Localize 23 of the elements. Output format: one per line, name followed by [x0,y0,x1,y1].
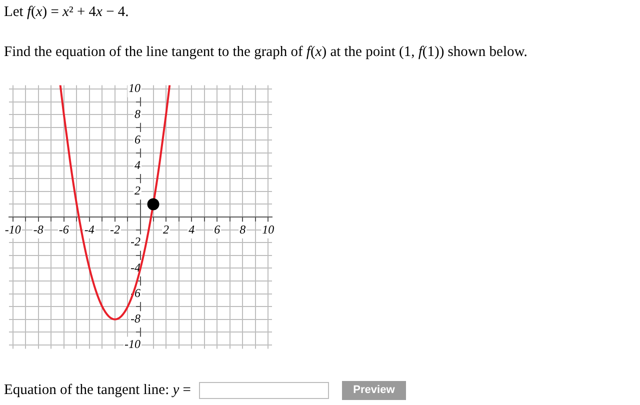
text: Preview [353,384,395,396]
y-tick-label: 10 [128,81,140,96]
y-tick-label: -2 [130,234,140,249]
chart-title: Let f(x) = x² + 4x − 4. [4,4,129,20]
y-tick-label: 8 [134,106,140,121]
y-tick-label: 4 [134,158,140,172]
x-tick-label: -6 [58,222,69,236]
x-tick-label: -10 [4,222,21,236]
x-tick-label: 6 [214,222,220,236]
y-tick-label: -4 [130,260,140,274]
y-tick-label: -10 [124,337,140,352]
x-tick-label: 10 [262,222,274,236]
chart-subtitle: Find the equation of the line tangent to the graph of f(x) at the point (1, f(1)) shown below. [4,44,528,60]
x-tick-label: 8 [240,222,246,236]
text: Equation of the tangent line: y = [4,382,191,398]
x-tick-label: 4 [188,222,195,236]
x-tick-label: -8 [33,222,44,236]
y-tick-label: -8 [130,312,140,326]
x-tick-label: -2 [110,222,120,236]
y-tick-label: 6 [134,132,140,146]
x-tick-label: 2 [163,222,170,236]
x-tick-label: -4 [84,222,94,236]
y-tick-label: 2 [134,184,140,198]
